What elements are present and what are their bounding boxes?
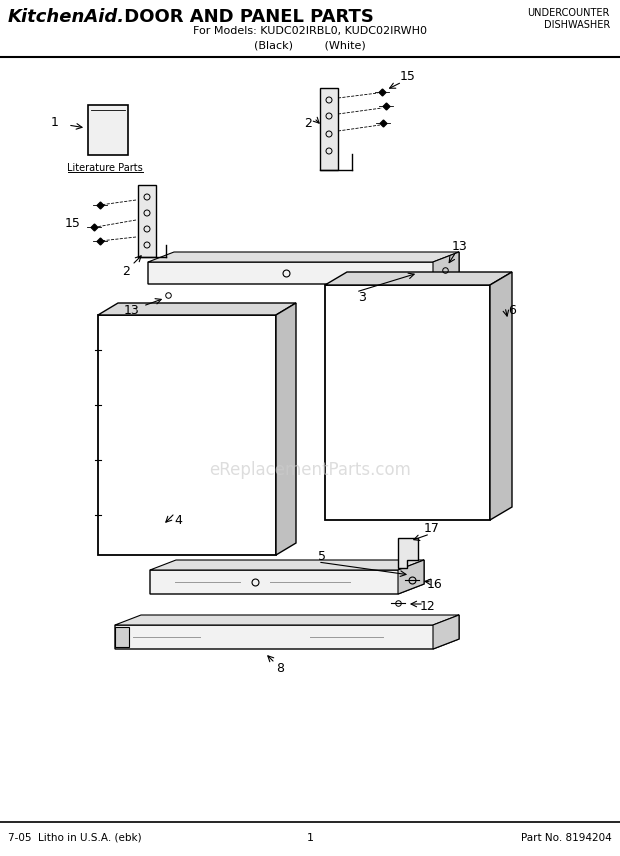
Text: UNDERCOUNTER: UNDERCOUNTER xyxy=(528,8,610,18)
Text: 16: 16 xyxy=(427,579,443,591)
Polygon shape xyxy=(150,560,424,570)
Text: Literature Parts: Literature Parts xyxy=(67,163,143,173)
Polygon shape xyxy=(115,615,459,625)
Polygon shape xyxy=(98,303,296,315)
Text: eReplacementParts.com: eReplacementParts.com xyxy=(209,461,411,479)
Text: 2: 2 xyxy=(304,116,312,129)
Polygon shape xyxy=(150,560,424,594)
Polygon shape xyxy=(433,615,459,649)
Polygon shape xyxy=(398,560,424,594)
Text: 2: 2 xyxy=(122,265,130,277)
Polygon shape xyxy=(88,105,128,155)
Polygon shape xyxy=(320,88,338,170)
Text: 12: 12 xyxy=(420,599,436,613)
Text: DOOR AND PANEL PARTS: DOOR AND PANEL PARTS xyxy=(118,8,374,26)
Text: KitchenAid.: KitchenAid. xyxy=(8,8,125,26)
Text: 17: 17 xyxy=(424,521,440,534)
Polygon shape xyxy=(398,538,418,568)
Text: 13: 13 xyxy=(452,240,468,253)
Polygon shape xyxy=(115,627,129,647)
Text: 6: 6 xyxy=(508,304,516,317)
Text: 13: 13 xyxy=(124,304,140,317)
Text: DISHWASHER: DISHWASHER xyxy=(544,20,610,30)
Text: 8: 8 xyxy=(276,663,284,675)
Text: (Black)         (White): (Black) (White) xyxy=(254,40,366,50)
Text: Part No. 8194204: Part No. 8194204 xyxy=(521,833,612,843)
Polygon shape xyxy=(325,272,512,285)
Text: 1: 1 xyxy=(51,116,59,128)
Polygon shape xyxy=(138,185,156,257)
Polygon shape xyxy=(98,315,276,555)
Text: For Models: KUDC02IRBL0, KUDC02IRWH0: For Models: KUDC02IRBL0, KUDC02IRWH0 xyxy=(193,26,427,36)
Text: 15: 15 xyxy=(65,217,81,229)
Text: 4: 4 xyxy=(174,514,182,526)
Polygon shape xyxy=(490,272,512,520)
Polygon shape xyxy=(276,303,296,555)
Text: 15: 15 xyxy=(400,69,416,82)
Text: 3: 3 xyxy=(358,290,366,304)
Text: 5: 5 xyxy=(318,550,326,562)
Polygon shape xyxy=(325,285,490,520)
Text: 1: 1 xyxy=(306,833,314,843)
Polygon shape xyxy=(148,252,459,262)
Text: 7-05  Litho in U.S.A. (ebk): 7-05 Litho in U.S.A. (ebk) xyxy=(8,833,141,843)
Polygon shape xyxy=(115,615,459,649)
Polygon shape xyxy=(433,252,459,284)
Polygon shape xyxy=(148,252,459,284)
